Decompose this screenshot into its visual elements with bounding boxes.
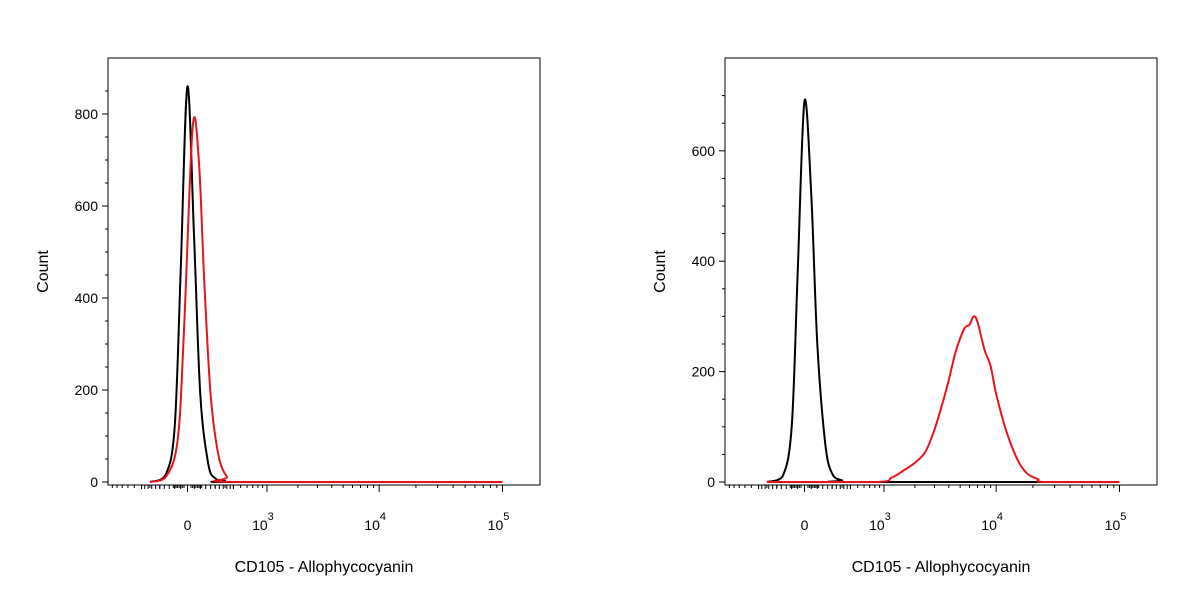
x-tick-label: 103	[252, 511, 274, 533]
y-tick-label: 800	[75, 106, 99, 122]
x-tick-exponent: 5	[503, 511, 509, 523]
x-axis-label: CD105 - Allophycocyanin	[852, 559, 1031, 576]
x-tick-label: 105	[488, 511, 510, 533]
x-tick-base: 0	[184, 517, 192, 533]
x-tick-exponent: 5	[1120, 511, 1126, 523]
x-tick-label: 103	[869, 511, 891, 533]
series-control-line	[149, 85, 503, 484]
x-tick-base: 10	[981, 517, 997, 533]
x-tick-label: 0	[801, 517, 809, 533]
x-tick-base: 10	[1105, 517, 1121, 533]
y-tick-label: 0	[90, 474, 98, 490]
x-tick-label: 104	[981, 511, 1003, 533]
y-tick-label: 200	[692, 364, 716, 380]
x-tick-base: 0	[801, 517, 809, 533]
y-axis-label: Count	[35, 250, 52, 293]
x-axis-label: CD105 - Allophycocyanin	[235, 559, 414, 576]
x-tick-base: 10	[488, 517, 504, 533]
y-tick-label: 400	[692, 253, 716, 269]
x-tick-exponent: 3	[268, 511, 274, 523]
x-tick-exponent: 3	[885, 511, 891, 523]
x-tick-exponent: 4	[380, 511, 386, 523]
y-tick-label: 200	[75, 382, 99, 398]
series-control-line	[766, 98, 1120, 484]
x-tick-label: 105	[1105, 511, 1127, 533]
x-tick-exponent: 4	[997, 511, 1003, 523]
y-tick-label: 600	[692, 143, 716, 159]
x-tick-base: 10	[252, 517, 268, 533]
y-tick-label: 0	[707, 474, 715, 490]
x-tick-base: 10	[869, 517, 885, 533]
plot-frame	[724, 57, 1158, 486]
y-tick-label: 400	[75, 290, 99, 306]
x-tick-label: 0	[184, 517, 192, 533]
y-tick-label: 600	[75, 198, 99, 214]
x-tick-base: 10	[364, 517, 380, 533]
plot-frame	[107, 57, 541, 486]
y-axis-label: Count	[652, 250, 669, 293]
x-tick-label: 104	[364, 511, 386, 533]
series-stained-line	[766, 315, 1120, 483]
series-stained-line	[149, 116, 503, 484]
